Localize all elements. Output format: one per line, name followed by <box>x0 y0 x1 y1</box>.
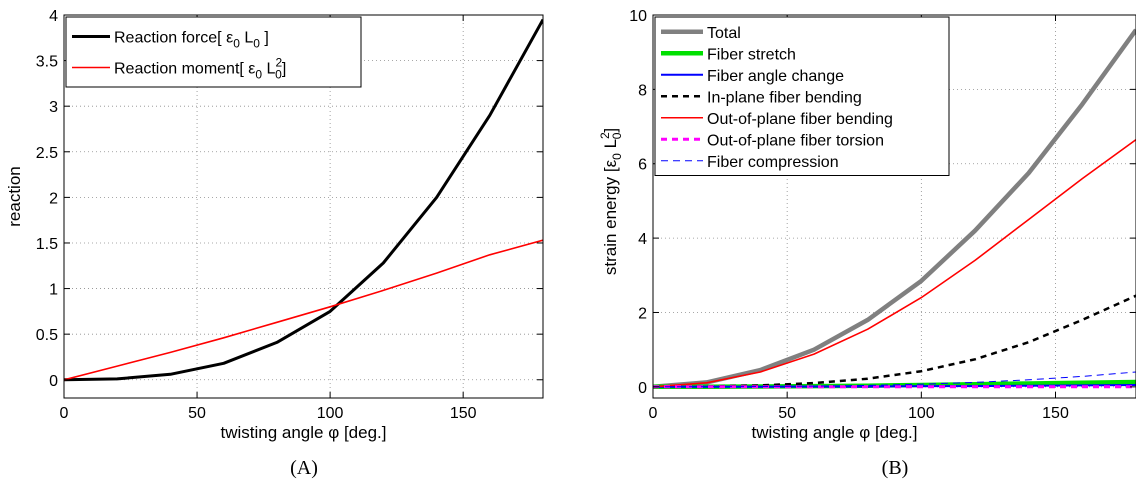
series-line-reaction-force <box>64 18 543 382</box>
y-tick-label: 0 <box>638 380 647 397</box>
y-tick-label: 2 <box>638 305 647 322</box>
legend-label: Out-of-plane fiber bending <box>707 111 893 128</box>
y-tick-label: 0.5 <box>36 327 58 344</box>
legend-label: Fiber compression <box>707 154 839 171</box>
x-tick-label: 100 <box>317 405 344 422</box>
chart-a: 0 50 100 150 0 0.5 1 1.5 2 2.5 3 3.5 4 twisting angle… <box>5 8 544 479</box>
y-tick-label: 2 <box>49 190 58 207</box>
series-line-total <box>653 28 1136 390</box>
legend-label: Out-of-plane fiber torsion <box>707 132 884 149</box>
plot-frame <box>652 14 1136 399</box>
x-tick-label: 0 <box>60 405 69 422</box>
y-tick-label: 10 <box>629 8 647 25</box>
series-line-in-plane-fiber-bending <box>653 294 1136 389</box>
legend-box <box>65 16 362 88</box>
y-tick-label: 3 <box>49 99 58 116</box>
plot-frame <box>63 14 544 399</box>
y-tick-label: 4 <box>49 8 58 25</box>
y-axis-label: strain energy [ε0 L20] <box>598 128 624 275</box>
x-tick-label: 0 <box>649 405 658 422</box>
y-tick-label: 6 <box>638 157 647 174</box>
legend-label: Reaction force[ ε0 L0 ] <box>114 30 269 51</box>
series-line-reaction-moment <box>64 239 543 381</box>
x-tick-label: 150 <box>1042 405 1069 422</box>
y-tick-label: 4 <box>638 231 647 248</box>
y-tick-label: 0 <box>49 373 58 390</box>
series-line-fiber-compression <box>653 371 1136 388</box>
x-tick-label: 150 <box>450 405 477 422</box>
y-tick-label: 1 <box>49 282 58 299</box>
legend-label: Total <box>707 25 741 42</box>
y-tick-label: 2.5 <box>36 145 58 162</box>
y-axis-label: reaction <box>5 166 24 226</box>
legend-label: Fiber stretch <box>707 46 796 63</box>
legend-box <box>654 16 950 176</box>
panel-caption: (A) <box>290 457 318 479</box>
chart-b: 0 50 100 150 0 2 4 6 8 10 twisting angle φ [deg.] s… <box>598 8 1136 479</box>
legend-label: In-plane fiber bending <box>707 89 862 106</box>
series-line-out-of-plane-fiber-bending <box>653 138 1136 388</box>
legend-label: Reaction moment[ ε0 L2 0] <box>114 56 286 82</box>
y-tick-label: 8 <box>638 82 647 99</box>
x-axis-label: twisting angle φ [deg.] <box>751 423 917 442</box>
panel-caption: (B) <box>882 457 909 479</box>
x-tick-label: 100 <box>908 405 935 422</box>
x-axis-label: twisting angle φ [deg.] <box>220 423 386 442</box>
x-tick-label: 50 <box>188 405 206 422</box>
y-tick-label: 1.5 <box>36 236 58 253</box>
y-tick-label: 3.5 <box>36 54 58 71</box>
x-tick-label: 50 <box>778 405 796 422</box>
legend-label: Fiber angle change <box>707 68 844 85</box>
